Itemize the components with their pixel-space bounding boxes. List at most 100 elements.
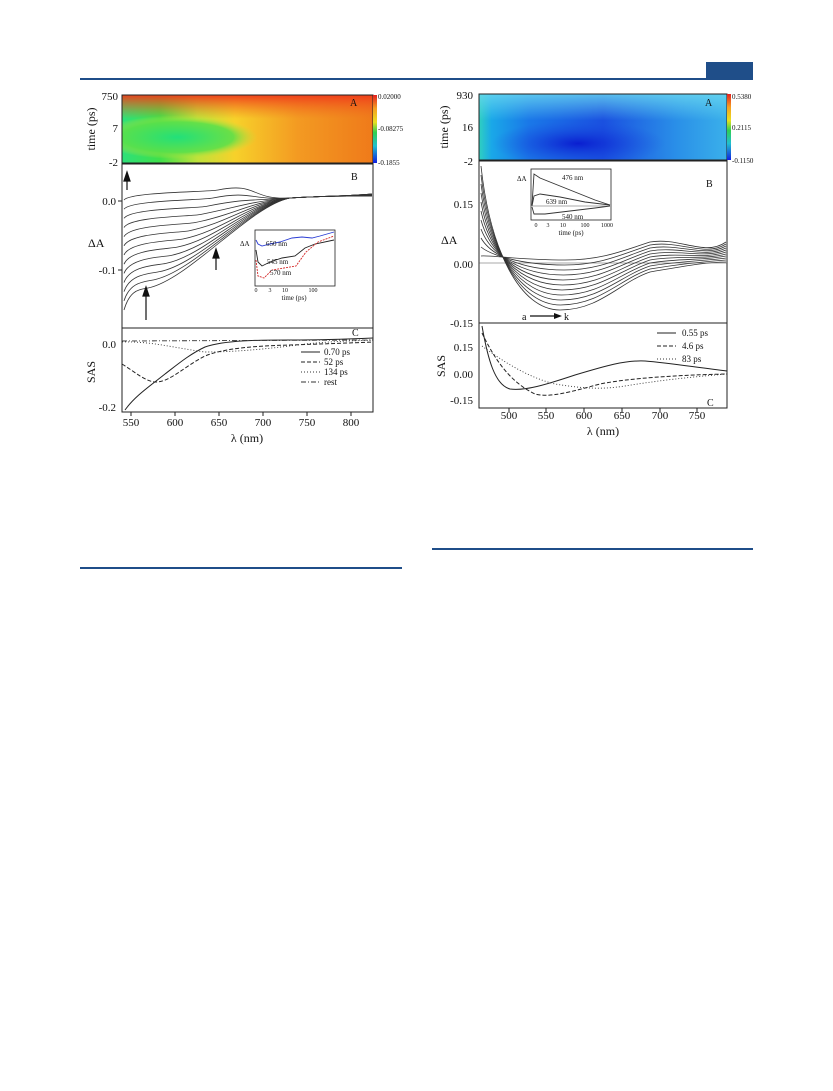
- right-inset-xtick: 0: [535, 223, 538, 229]
- arrow-label-a: a: [522, 312, 527, 323]
- left-cb-mid: -0.08275: [378, 125, 404, 133]
- left-colorbar: [373, 95, 377, 163]
- sas-0.70ps: [124, 337, 374, 411]
- right-c-xtick: 550: [538, 410, 555, 422]
- sas-0.55ps: [481, 325, 728, 390]
- left-b-letter: B: [351, 172, 358, 183]
- left-b-ytick: -0.1: [99, 265, 116, 277]
- legend-item: 134 ps: [324, 367, 348, 377]
- left-arrows: [123, 170, 220, 320]
- spectrum-curve: [123, 193, 373, 228]
- right-inset-xtick: 100: [581, 223, 590, 229]
- right-panel-c: C 0.15 0.00 -0.15 SAS 0.55 ps 4.6 ps 83 …: [434, 322, 728, 438]
- right-b-curves: [480, 165, 727, 311]
- left-b-inset: ΔA 650 nm 545 nm 570 nm 0 3 10 100 time …: [240, 229, 336, 302]
- left-c-xtick: 650: [211, 417, 228, 429]
- left-inset-xlabel: time (ps): [281, 294, 307, 302]
- right-c-xtick: 650: [614, 410, 631, 422]
- header-rule: [80, 78, 753, 80]
- left-inset-xtick: 10: [282, 288, 288, 294]
- left-cb-bottom: -0.1855: [378, 159, 400, 167]
- left-b-curves: [123, 187, 373, 311]
- right-inset-label: 476 nm: [562, 174, 584, 182]
- left-c-letter: C: [352, 328, 359, 339]
- left-inset-ylabel: ΔA: [240, 240, 250, 248]
- right-a-ylabel: time (ps): [437, 106, 451, 149]
- left-section-rule: [80, 567, 402, 569]
- right-panel-a: 0.5380 0.2115 -0.1150 A 930 16 -2 time (…: [437, 90, 754, 168]
- left-inset-label-570: 570 nm: [270, 269, 292, 277]
- right-c-xtick: 700: [652, 410, 669, 422]
- right-a-ytick: -2: [464, 156, 473, 168]
- sas-4.6ps: [481, 332, 728, 396]
- right-inset-label: 540 nm: [562, 213, 584, 221]
- right-b-ytick: 0.15: [454, 199, 474, 211]
- left-a-ytick: 750: [102, 91, 119, 103]
- right-c-ytick: 0.15: [454, 342, 474, 354]
- left-cb-top: 0.02000: [378, 93, 401, 101]
- right-b-ylabel: ΔA: [441, 233, 458, 247]
- right-inset-xtick: 1000: [601, 223, 613, 229]
- right-c-ytick: 0.00: [454, 369, 474, 381]
- spectrum-curve: [480, 228, 727, 276]
- spectrum-curve: [123, 187, 373, 201]
- legend-item: 4.6 ps: [682, 341, 704, 351]
- right-c-xtick: 600: [576, 410, 593, 422]
- left-c-ytick: -0.2: [99, 402, 116, 414]
- right-section-rule: [432, 548, 753, 550]
- left-c-legend: 0.70 ps 52 ps 134 ps rest: [301, 347, 351, 387]
- page-tab: [706, 62, 753, 78]
- left-c-xtick: 800: [343, 417, 360, 429]
- right-arrow-a-k: a k: [522, 312, 569, 323]
- right-c-xtick: 500: [501, 410, 518, 422]
- legend-item: 0.55 ps: [682, 328, 709, 338]
- right-c-letter: C: [707, 398, 714, 409]
- right-inset-ylabel: ΔA: [517, 175, 527, 183]
- left-c-xlabel: λ (nm): [231, 431, 263, 445]
- left-c-xtick: 600: [167, 417, 184, 429]
- right-c-ylabel: SAS: [434, 355, 448, 377]
- left-inset-xtick: 0: [255, 288, 258, 294]
- right-c-xlabel: λ (nm): [587, 424, 619, 438]
- right-cb-bottom: -0.1150: [732, 157, 754, 165]
- legend-item: 0.70 ps: [324, 347, 351, 357]
- right-a-ytick: 16: [462, 122, 474, 134]
- sas-52ps: [121, 341, 374, 383]
- right-a-letter: A: [705, 98, 713, 109]
- right-inset-label: 639 nm: [546, 198, 568, 206]
- left-panel-c: C 0.0 -0.2 SAS 0.70 ps 52 ps 134 ps rest…: [84, 327, 374, 445]
- left-a-ylabel: time (ps): [84, 108, 98, 151]
- right-c-ytick: -0.15: [450, 395, 473, 407]
- legend-item: rest: [324, 377, 337, 387]
- right-colorbar: [727, 94, 731, 160]
- spectrum-curve: [480, 240, 727, 261]
- left-c-ytick: 0.0: [102, 339, 116, 351]
- sas-rest: [121, 339, 374, 342]
- right-b-ytick: 0.00: [454, 259, 474, 271]
- left-panel-a: 0.02000 -0.08275 -0.1855 A 750 7 -2 time…: [84, 91, 404, 169]
- arrow-label-k: k: [564, 312, 569, 323]
- legend-item: 52 ps: [324, 357, 344, 367]
- right-c-legend: 0.55 ps 4.6 ps 83 ps: [657, 328, 709, 364]
- right-panel-b: B 0.15 0.00 -0.15 ΔA a k ΔA 476 nm 639 n…: [441, 160, 728, 330]
- spectrum-curve: [480, 219, 727, 281]
- left-b-ytick: 0.0: [102, 196, 116, 208]
- right-b-letter: B: [706, 179, 713, 190]
- right-cb-top: 0.5380: [732, 93, 752, 101]
- left-c-xtick: 750: [299, 417, 316, 429]
- left-a-letter: A: [350, 98, 358, 109]
- right-c-xtick: 750: [689, 410, 706, 422]
- left-c-ylabel: SAS: [84, 361, 98, 383]
- right-b-inset: ΔA 476 nm 639 nm 540 nm 0 3 10 100 1000 …: [517, 168, 613, 237]
- legend-item: 83 ps: [682, 354, 702, 364]
- right-inset-xtick: 10: [560, 223, 566, 229]
- left-a-ytick: -2: [109, 157, 118, 169]
- left-a-ytick: 7: [113, 123, 119, 135]
- left-c-xtick: 700: [255, 417, 272, 429]
- spectrum-curve: [480, 237, 727, 271]
- spectrum-curve: [480, 243, 727, 266]
- left-inset-label-545: 545 nm: [267, 258, 289, 266]
- left-b-ylabel: ΔA: [88, 236, 105, 250]
- right-a-ytick: 930: [457, 90, 474, 102]
